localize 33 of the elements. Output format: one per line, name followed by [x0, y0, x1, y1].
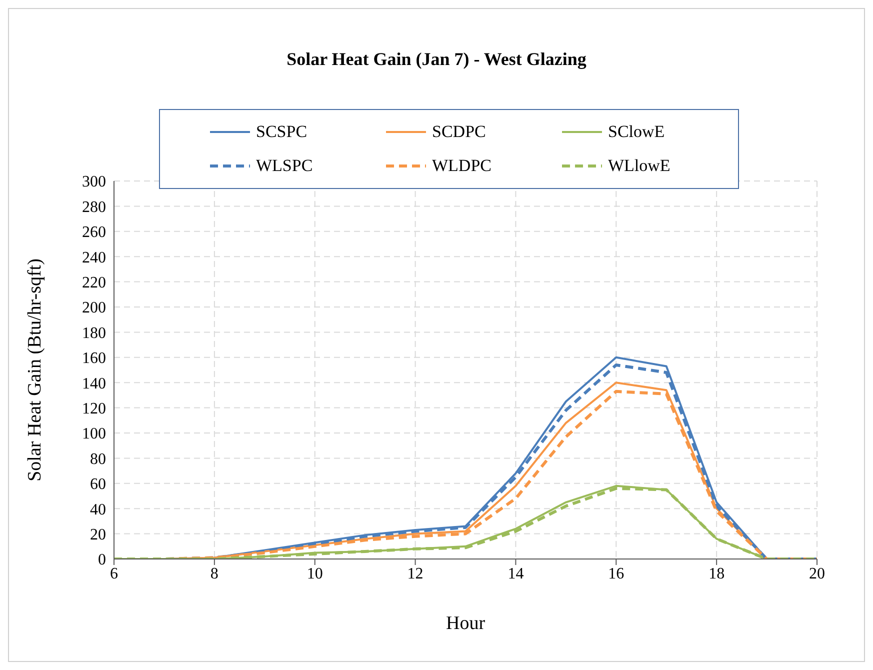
- y-tick-label: 180: [82, 324, 106, 342]
- legend-label: SClowE: [608, 122, 665, 142]
- y-tick-label: 0: [98, 552, 106, 569]
- x-tick-label: 14: [508, 565, 524, 582]
- legend-label: WLlowE: [608, 156, 670, 176]
- y-tick-label: 200: [82, 300, 106, 317]
- y-tick-label: 40: [90, 501, 106, 518]
- legend-label: SCDPC: [432, 122, 486, 142]
- legend-label: WLDPC: [432, 156, 492, 176]
- y-axis-title: Solar Heat Gain (Btu/hr-sqft): [24, 258, 46, 482]
- x-tick-label: 6: [110, 565, 118, 582]
- x-tick-label: 18: [708, 565, 725, 582]
- y-tick-label: 60: [90, 476, 106, 494]
- y-tick-label: 160: [82, 350, 106, 368]
- x-tick-label: 16: [608, 565, 624, 582]
- x-tick-label: 20: [809, 565, 825, 582]
- x-tick-label: 8: [210, 565, 218, 582]
- y-tick-label: 120: [82, 400, 106, 418]
- chart-title: Solar Heat Gain (Jan 7) - West Glazing: [286, 49, 588, 70]
- y-tick-label: 240: [82, 249, 106, 266]
- y-tick-label: 140: [82, 375, 106, 392]
- y-tick-label: 300: [82, 174, 106, 191]
- y-tick-label: 220: [82, 274, 106, 292]
- x-axis-title: Hour: [446, 613, 486, 634]
- y-tick-label: 260: [82, 224, 106, 242]
- y-tick-label: 100: [82, 426, 106, 443]
- x-tick-label: 12: [407, 565, 424, 582]
- x-tick-label: 10: [306, 565, 323, 582]
- y-tick-label: 80: [90, 450, 106, 468]
- legend-label: WLSPC: [256, 156, 313, 176]
- legend-label: SCSPC: [256, 122, 308, 142]
- y-tick-label: 20: [90, 526, 106, 544]
- y-tick-label: 280: [82, 198, 106, 216]
